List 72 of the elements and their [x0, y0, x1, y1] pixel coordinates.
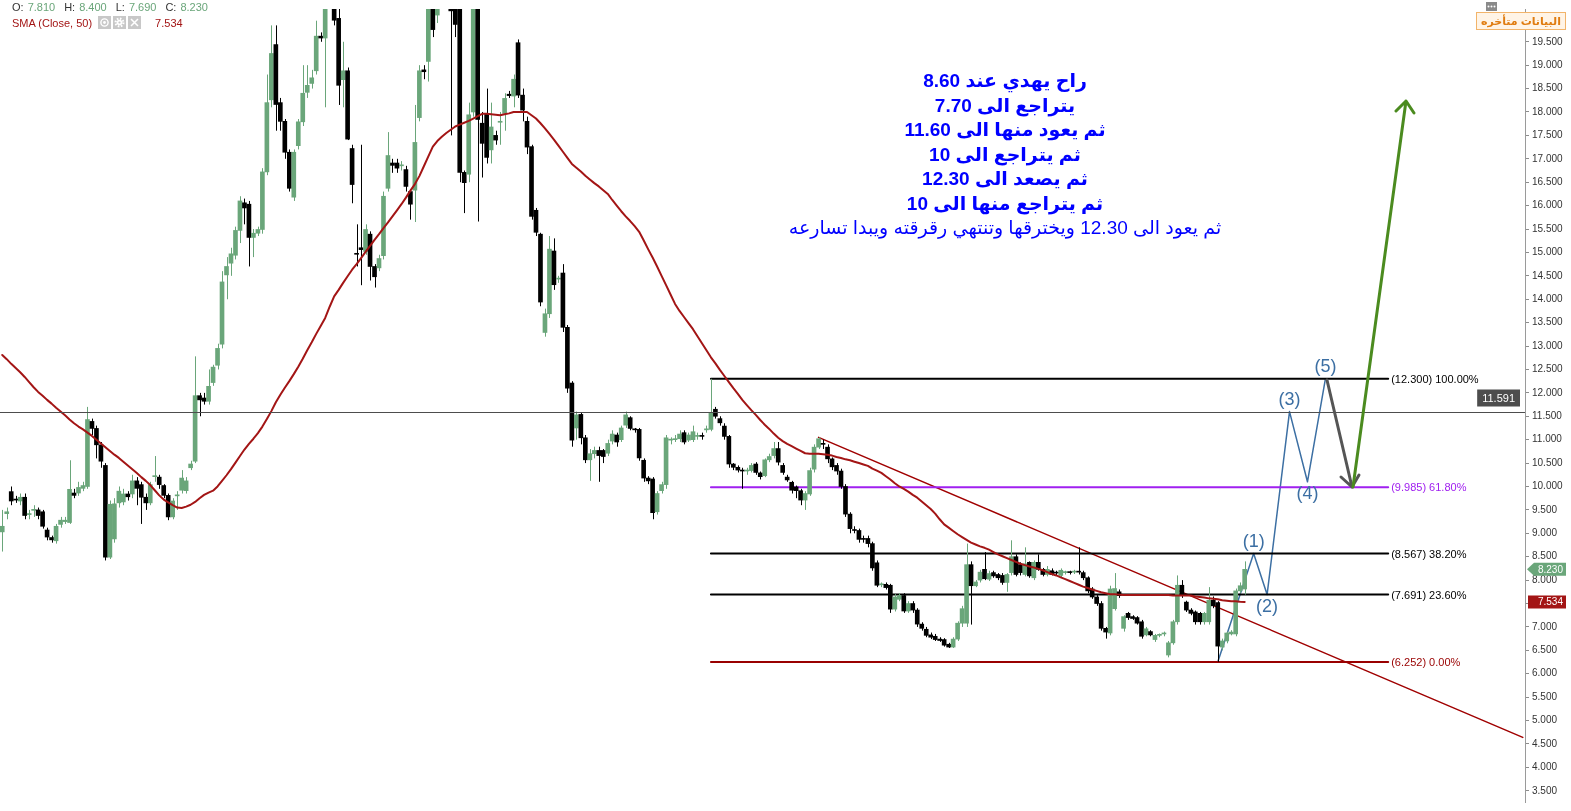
candlestick: [251, 228, 256, 258]
y-tick-label: 11.000: [1532, 433, 1563, 445]
series-label: (7.691) 23.60%: [1391, 588, 1467, 601]
y-tick-label: 3.500: [1532, 784, 1558, 796]
candlestick: [179, 469, 184, 495]
y-tick-label: 13.500: [1532, 316, 1564, 328]
ref-line-label: 11.591: [1482, 391, 1515, 404]
annotation: O: 7.810 H: 8.400 L: 7.690 C: 8.230: [12, 1, 208, 13]
annotation: ثم يعود منها الى 11.60: [904, 119, 1106, 140]
series-label: (9.985) 61.80%: [1391, 481, 1467, 494]
y-tick-label: 18.500: [1532, 82, 1564, 94]
annotation: (3): [1278, 388, 1301, 409]
text: 8.230: [1537, 563, 1564, 575]
y-tick-label: 19.000: [1532, 58, 1564, 70]
annotation: 7.534: [155, 16, 183, 29]
candlestick: [8, 485, 14, 506]
y-tick-label: 4.000: [1532, 761, 1558, 773]
y-tick-label: 7.000: [1532, 620, 1558, 632]
series-label: (8.567) 38.20%: [1391, 547, 1467, 560]
candlestick: [354, 223, 359, 267]
y-tick-label: 8.000: [1532, 573, 1558, 585]
candlestick: [574, 411, 579, 441]
y-tick-label: 18.000: [1532, 105, 1564, 117]
y-tick-label: 10.500: [1532, 456, 1564, 468]
y-tick-label: 15.000: [1532, 246, 1564, 258]
y-tick-label: 13.000: [1532, 339, 1564, 351]
y-tick-label: 17.500: [1532, 129, 1564, 141]
y-tick-label: 8.500: [1532, 550, 1558, 562]
candlestick: [358, 144, 364, 286]
annotation: ثم يتراجع منها الى 10: [906, 192, 1104, 214]
annotation: (1): [1242, 530, 1265, 551]
candlestick: [197, 392, 202, 417]
candlestick: [363, 223, 368, 256]
y-tick-label: 9.000: [1532, 527, 1558, 539]
candlestick: [1139, 619, 1144, 640]
annotation: ثم يعود الى 12.30 ويخترقها وتنتهي رقرقته ويبدا تسارعه: [788, 217, 1222, 238]
annotation: (2): [1256, 595, 1279, 616]
y-tick-label: 14.000: [1532, 292, 1564, 304]
text: SMA (Close, 50): [12, 16, 93, 29]
candlestick: [147, 481, 153, 506]
series-label: (6.252) 0.00%: [1391, 655, 1461, 668]
y-tick-label: 4.500: [1532, 737, 1558, 749]
annotation: يتراجع الى 7.70: [934, 94, 1076, 116]
y-tick-label: 5.500: [1532, 690, 1558, 702]
y-tick-label: 19.500: [1532, 35, 1564, 47]
candlestick: [1009, 539, 1014, 576]
y-tick-label: 16.000: [1532, 199, 1564, 211]
series-label: (12.300) 100.00%: [1391, 372, 1479, 385]
annotation: (4): [1296, 482, 1319, 503]
annotation: ثم يصعد الى 12.30: [922, 168, 1088, 189]
candlestick: [0, 509, 5, 553]
y-tick-label: 6.500: [1532, 644, 1558, 656]
y-tick-label: 11.500: [1532, 410, 1563, 422]
y-tick-label: 10.000: [1532, 480, 1564, 492]
candlestick: [138, 481, 144, 525]
y-tick-label: 6.000: [1532, 667, 1558, 679]
candlestick: [152, 455, 158, 483]
y-tick-label: 16.500: [1532, 175, 1564, 187]
y-tick-label: 12.000: [1532, 386, 1564, 398]
annotation: (5): [1314, 355, 1337, 376]
y-tick-label: 12.500: [1532, 363, 1564, 375]
y-tick-label: 9.500: [1532, 503, 1558, 515]
annotation: راح يهدي عند 8.60: [923, 70, 1087, 91]
y-tick-label: 5.000: [1532, 714, 1558, 726]
y-tick-label: 17.000: [1532, 152, 1564, 164]
y-tick-label: 15.500: [1532, 222, 1564, 234]
annotation: ثم يتراجع الى 10: [929, 143, 1081, 165]
candlestick: [448, 9, 454, 136]
candlestick: [134, 476, 140, 506]
y-tick-label: 14.500: [1532, 269, 1564, 281]
text: 7.534: [1537, 596, 1563, 608]
annotation: البيانات متأخره: [1475, 12, 1566, 30]
